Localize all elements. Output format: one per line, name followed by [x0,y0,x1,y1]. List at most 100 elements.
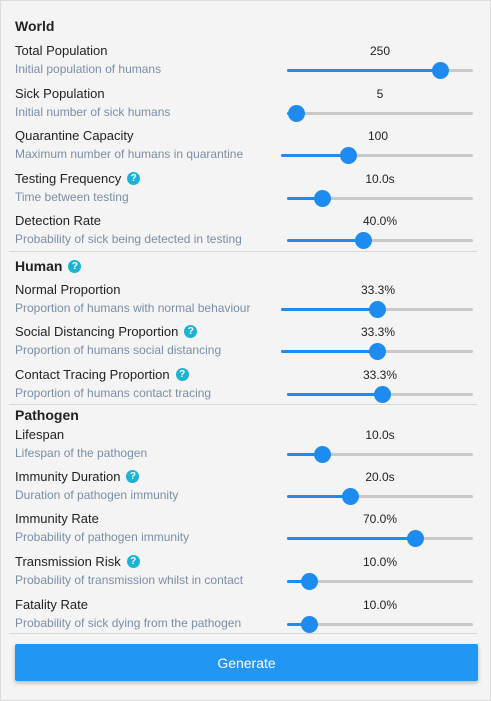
social-distancing-proportion-value: 33.3% [360,325,396,339]
sick-population-slider[interactable] [287,105,473,122]
testing-frequency-slider-thumb[interactable] [314,190,332,207]
immunity-duration-slider[interactable] [287,488,473,505]
immunity-rate-slider-thumb[interactable] [407,530,425,547]
detection-rate-slider[interactable] [287,232,473,249]
help-icon[interactable]: ? [68,259,82,273]
contact-tracing-proportion-slider[interactable] [287,386,473,403]
detection-rate-label-group: Detection Rate [15,213,101,228]
detection-rate-description: Probability of sick being detected in te… [15,232,242,246]
normal-proportion-slider-fill [281,308,377,311]
transmission-risk-label-group: Transmission Risk? [15,554,140,569]
detection-rate-slider-thumb[interactable] [355,232,373,249]
param-row-lifespan: Lifespan Lifespan of the pathogen 10.0s [1,427,491,469]
normal-proportion-label: Normal Proportion [15,282,121,297]
help-icon[interactable]: ? [127,172,141,185]
param-row-testing-frequency: Testing Frequency? Time between testing 10… [1,171,491,213]
immunity-rate-slider-fill [287,537,416,540]
sick-population-label-group: Sick Population [15,86,105,101]
testing-frequency-slider-fill [287,197,323,200]
social-distancing-proportion-label: Social Distancing Proportion [15,324,179,339]
help-icon[interactable]: ? [175,368,189,381]
quarantine-capacity-description: Maximum number of humans in quarantine [15,147,244,161]
contact-tracing-proportion-description: Proportion of humans contact tracing [15,386,212,400]
testing-frequency-label: Testing Frequency [15,171,122,186]
param-row-normal-proportion: Normal Proportion Proportion of humans wi… [1,282,491,324]
normal-proportion-slider[interactable] [281,301,473,318]
section-title-pathogen: Pathogen [15,407,79,423]
contact-tracing-proportion-value: 33.3% [362,368,398,382]
fatality-rate-label: Fatality Rate [15,597,88,612]
total-population-slider-fill [287,69,440,72]
transmission-risk-value: 10.0% [362,555,398,569]
param-row-contact-tracing-proportion: Contact Tracing Proportion? Proportion of… [1,367,491,409]
fatality-rate-slider[interactable] [287,616,473,633]
testing-frequency-description: Time between testing [15,190,129,204]
total-population-label: Total Population [15,43,108,58]
contact-tracing-proportion-label-group: Contact Tracing Proportion? [15,367,189,382]
contact-tracing-proportion-slider-thumb[interactable] [373,386,391,403]
immunity-duration-description: Duration of pathogen immunity [15,488,179,502]
transmission-risk-slider[interactable] [287,573,473,590]
divider [9,404,477,405]
help-icon[interactable]: ? [126,555,140,568]
social-distancing-proportion-slider-thumb[interactable] [369,343,386,360]
sick-population-label: Sick Population [15,86,105,101]
section-title-world: World [15,18,55,34]
param-row-transmission-risk: Transmission Risk? Probability of transmi… [1,554,491,596]
lifespan-slider-thumb[interactable] [314,446,332,463]
param-row-immunity-rate: Immunity Rate Probability of pathogen imm… [1,511,491,553]
lifespan-slider-fill [287,453,323,456]
immunity-rate-label-group: Immunity Rate [15,511,99,526]
help-icon[interactable]: ? [126,470,140,483]
immunity-rate-description: Probability of pathogen immunity [15,530,190,544]
lifespan-description: Lifespan of the pathogen [15,446,148,460]
immunity-duration-label: Immunity Duration [15,469,121,484]
quarantine-capacity-slider-thumb[interactable] [340,147,358,164]
immunity-duration-label-group: Immunity Duration? [15,469,140,484]
transmission-risk-slider-thumb[interactable] [301,573,319,590]
lifespan-value: 10.0s [365,428,395,442]
total-population-value: 250 [369,44,391,58]
normal-proportion-description: Proportion of humans with normal behavio… [15,301,251,315]
immunity-duration-value: 20.0s [365,470,395,484]
param-row-social-distancing-proportion: Social Distancing Proportion? Proportion … [1,324,491,366]
total-population-description: Initial population of humans [15,62,162,76]
testing-frequency-value: 10.0s [365,172,395,186]
contact-tracing-proportion-label: Contact Tracing Proportion [15,367,170,382]
social-distancing-proportion-slider-fill [281,350,377,353]
sick-population-value: 5 [376,87,384,101]
immunity-duration-slider-fill [287,495,351,498]
testing-frequency-slider[interactable] [287,190,473,207]
fatality-rate-slider-thumb[interactable] [301,616,319,633]
detection-rate-label: Detection Rate [15,213,101,228]
generate-button[interactable]: Generate [15,644,478,681]
contact-tracing-proportion-slider-fill [287,393,382,396]
total-population-slider-thumb[interactable] [431,62,449,79]
lifespan-label: Lifespan [15,427,65,442]
sick-population-description: Initial number of sick humans [15,105,171,119]
quarantine-capacity-slider-fill [281,154,349,157]
social-distancing-proportion-slider[interactable] [281,343,473,360]
immunity-duration-slider-thumb[interactable] [342,488,360,505]
detection-rate-value: 40.0% [362,214,398,228]
quarantine-capacity-value: 100 [367,129,389,143]
fatality-rate-label-group: Fatality Rate [15,597,88,612]
param-row-immunity-duration: Immunity Duration? Duration of pathogen i… [1,469,491,511]
quarantine-capacity-slider[interactable] [281,147,473,164]
fatality-rate-value: 10.0% [362,598,398,612]
param-row-quarantine-capacity: Quarantine Capacity Maximum number of hum… [1,128,491,170]
transmission-risk-label: Transmission Risk [15,554,121,569]
lifespan-slider[interactable] [287,446,473,463]
normal-proportion-label-group: Normal Proportion [15,282,121,297]
social-distancing-proportion-label-group: Social Distancing Proportion? [15,324,198,339]
normal-proportion-slider-thumb[interactable] [369,301,386,318]
total-population-slider[interactable] [287,62,473,79]
section-title-human: Human ? [15,258,82,274]
sick-population-slider-thumb[interactable] [288,105,306,122]
immunity-rate-label: Immunity Rate [15,511,99,526]
immunity-rate-slider[interactable] [287,530,473,547]
quarantine-capacity-label-group: Quarantine Capacity [15,128,134,143]
help-icon[interactable]: ? [184,325,198,338]
immunity-rate-value: 70.0% [362,512,398,526]
